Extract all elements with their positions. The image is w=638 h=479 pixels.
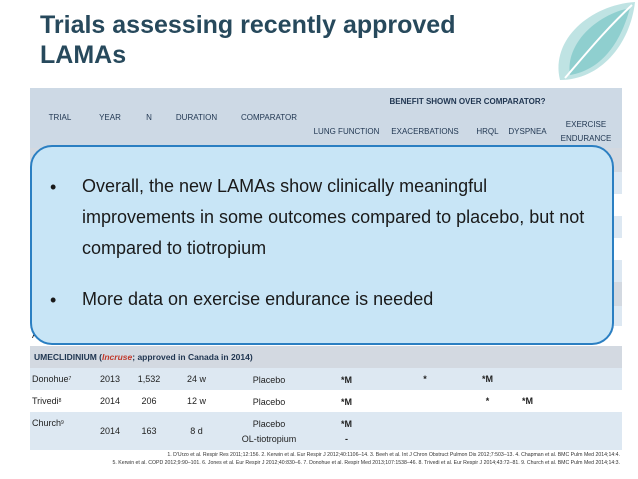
cell-text: 2014 <box>99 426 121 436</box>
trial-ref: 8 <box>58 398 62 404</box>
table-cell: 206 <box>130 390 168 412</box>
cell-text: 206 <box>141 396 157 406</box>
column-header: TRIAL <box>48 113 72 122</box>
footnote: 5. Kerwin et al. COPD 2012;9:90–101. 6. … <box>112 460 620 466</box>
table-cell: *M <box>505 390 550 412</box>
table-cell: 8 d <box>168 412 225 450</box>
section-row-bg <box>30 346 622 368</box>
section-text: UMECLIDINIUM ( <box>34 352 102 362</box>
trial-name: Trivedi 8 <box>32 390 61 412</box>
bullet-text: Overall, the new LAMAs show clinically m… <box>82 176 585 258</box>
table-header-bg <box>30 88 622 148</box>
cell-line: OL-tiotropium <box>241 434 297 444</box>
bullet-mark: • <box>50 290 57 310</box>
table-cell: 12 w <box>168 390 225 412</box>
slide-title: Trials assessing recently approved LAMAs <box>40 10 455 70</box>
column-header: DYSPNEA <box>508 126 547 136</box>
table-cell: * <box>470 390 505 412</box>
table-cell: 2013 <box>90 368 130 390</box>
trial-text: Church <box>32 418 62 428</box>
table-cell: 2014 <box>90 390 130 412</box>
column-header: COMPARATOR <box>240 113 297 122</box>
column-header: N <box>146 113 152 122</box>
cell-text: 2014 <box>99 396 121 406</box>
column-header: YEAR <box>99 113 121 122</box>
table-cell: 2014 <box>90 412 130 450</box>
column-header: DURATION <box>175 113 218 122</box>
cell-line: *M <box>341 375 352 385</box>
title-line: LAMAs <box>40 41 127 69</box>
bullet-mark: • <box>50 177 57 197</box>
trial-name: Church 9 <box>32 412 64 434</box>
header-group: BENEFIT SHOWN OVER COMPARATOR? <box>389 96 546 106</box>
cell-line: Placebo <box>252 419 286 429</box>
cell-line: Placebo <box>252 397 286 407</box>
cell-text: *M <box>522 396 533 406</box>
table-cell: 163 <box>130 412 168 450</box>
cell-text: * <box>423 374 427 384</box>
row-bg <box>30 412 622 450</box>
section-label: UMECLIDINIUM (Incruse; approved in Canad… <box>34 346 253 368</box>
logo <box>558 2 635 80</box>
cell-text: 2013 <box>99 374 121 384</box>
table-cell: 1,532 <box>130 368 168 390</box>
cell-text: 1,532 <box>137 374 161 384</box>
cell-text: 8 d <box>190 426 203 436</box>
title-line: Trials assessing recently approved <box>40 11 456 39</box>
leaf <box>569 8 630 75</box>
row-bg <box>30 390 622 412</box>
table-cell: *M <box>313 390 380 412</box>
cell-line: *M <box>341 397 352 407</box>
table-cell: Placebo OL-tiotropium <box>225 412 313 450</box>
section-brand: Incruse <box>102 352 133 362</box>
table-cell: *M <box>313 368 380 390</box>
callout: • Overall, the new LAMAs show clinically… <box>30 145 614 345</box>
section-text: ; approved in Canada in 2014) <box>132 352 253 362</box>
trial-ref: 9 <box>61 420 64 426</box>
cell-line: *M <box>341 419 352 429</box>
cell-text: 24 w <box>186 374 206 384</box>
cell-text: *M <box>482 374 493 384</box>
table-cell: *M <box>470 368 505 390</box>
table-cell: *M - <box>313 412 380 450</box>
table-cell: Placebo <box>225 368 313 390</box>
column-header: EXACERBATIONS <box>391 126 459 136</box>
cell-text: 12 w <box>186 396 206 406</box>
column-header: HRQL <box>476 126 499 136</box>
cell-line: - <box>345 434 348 444</box>
table-cell: 24 w <box>168 368 225 390</box>
leaf-vein <box>564 4 633 79</box>
cell-text: * <box>485 396 490 406</box>
column-header: LUNG FUNCTION <box>313 126 380 136</box>
cell-text: 163 <box>141 426 157 436</box>
bullet-text: More data on exercise endurance is neede… <box>82 289 434 309</box>
table-cell: Placebo <box>225 390 313 412</box>
cell-line: Placebo <box>252 375 286 385</box>
trial-text: Trivedi <box>32 396 59 406</box>
trial-ref: 7 <box>68 376 72 382</box>
trial-text: Donohue <box>32 374 69 384</box>
footnote: 1. D'Urzo et al. Respir Res 2011;12:156.… <box>167 452 620 458</box>
column-header: EXERCISE ENDURANCE <box>560 119 612 143</box>
row-bg <box>30 368 622 390</box>
table-cell: * <box>380 368 470 390</box>
trial-name: Donohue 7 <box>32 368 71 390</box>
